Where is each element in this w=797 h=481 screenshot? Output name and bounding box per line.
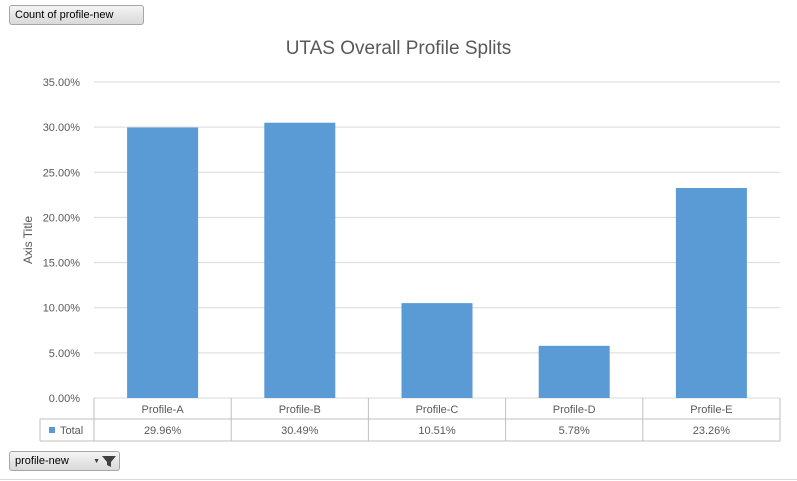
data-label: 30.49% [281, 425, 319, 437]
data-label: 5.78% [559, 425, 590, 437]
axis-field-label: profile-new [15, 455, 69, 467]
bar [675, 187, 747, 398]
y-tick-label: 0.00% [49, 393, 80, 405]
bar [127, 127, 199, 398]
series-name: Total [60, 425, 83, 437]
bottom-divider [0, 479, 797, 480]
x-category-label: Profile-A [142, 404, 185, 416]
filter-icon[interactable] [101, 454, 117, 469]
x-category-label: Profile-C [416, 404, 459, 416]
bar [264, 122, 336, 398]
y-tick-label: 25.00% [43, 167, 81, 179]
legend-square-icon [49, 427, 55, 433]
x-category-label: Profile-D [553, 404, 596, 416]
chart-title: UTAS Overall Profile Splits [285, 38, 512, 59]
data-label: 29.96% [144, 425, 182, 437]
x-category-label: Profile-E [690, 404, 732, 416]
y-tick-label: 20.00% [43, 212, 81, 224]
bar [401, 303, 473, 398]
y-tick-label: 5.00% [49, 348, 80, 360]
value-field-label: Count of profile-new [15, 9, 114, 21]
bar [538, 345, 610, 398]
y-tick-label: 10.00% [43, 303, 81, 315]
value-field-button[interactable]: Count of profile-new [9, 5, 144, 25]
y-tick-label: 30.00% [43, 122, 81, 134]
y-tick-label: 35.00% [43, 77, 81, 89]
data-label: 23.26% [693, 425, 731, 437]
chevron-down-icon: ▼ [93, 458, 100, 465]
data-label: 10.51% [418, 425, 456, 437]
y-tick-label: 15.00% [43, 258, 81, 270]
x-category-label: Profile-B [279, 404, 321, 416]
axis-field-button[interactable]: profile-new ▼ [9, 451, 120, 471]
